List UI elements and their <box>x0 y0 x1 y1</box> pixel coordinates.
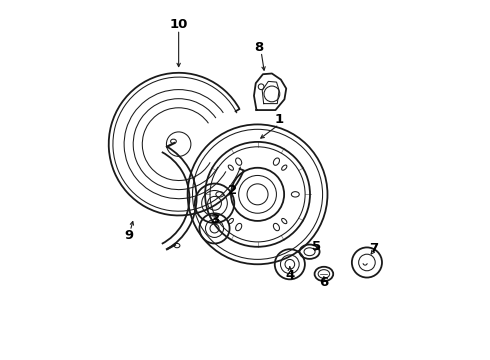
Text: 9: 9 <box>124 229 133 242</box>
Text: 7: 7 <box>369 242 379 255</box>
Text: 6: 6 <box>319 276 328 289</box>
Text: 1: 1 <box>274 113 284 126</box>
Text: 2: 2 <box>228 184 237 197</box>
Text: 10: 10 <box>170 18 188 31</box>
Text: 5: 5 <box>312 240 321 253</box>
Text: 4: 4 <box>285 269 294 282</box>
Text: 3: 3 <box>210 213 219 226</box>
Text: 8: 8 <box>255 41 264 54</box>
